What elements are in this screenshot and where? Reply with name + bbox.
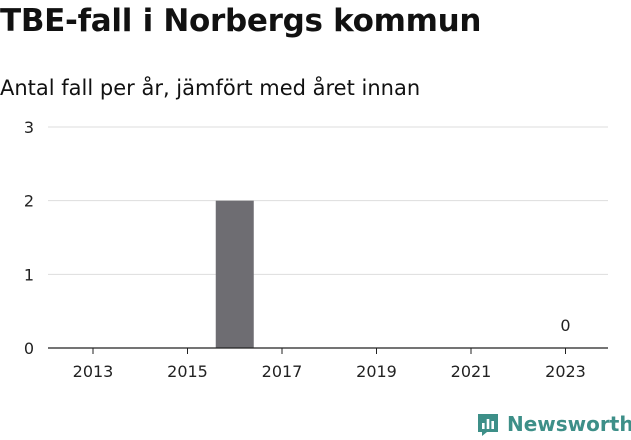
y-tick-label: 1	[24, 265, 34, 284]
x-tick-label: 2021	[451, 362, 492, 381]
x-tick-label: 2017	[262, 362, 303, 381]
chart-subtitle: Antal fall per år, jämfört med året inna…	[0, 76, 421, 100]
x-tick-label: 2015	[167, 362, 208, 381]
y-tick-label: 3	[24, 118, 34, 137]
x-tick-label: 2023	[545, 362, 586, 381]
bar-chart: 0 1 2 3 2013 2015 2017 2019 2021 2023 0	[24, 118, 608, 381]
newsworthy-logo: Newsworthy	[476, 408, 631, 440]
brand-name: Newsworthy	[507, 412, 631, 436]
y-tick-label: 2	[24, 192, 34, 211]
x-tick-label: 2013	[73, 362, 114, 381]
x-tick-label: 2019	[356, 362, 397, 381]
newsworthy-logo-icon	[478, 414, 498, 436]
chart-title: TBE-fall i Norbergs kommun	[0, 3, 482, 39]
y-tick-label: 0	[24, 339, 34, 358]
data-label: 0	[560, 316, 570, 335]
bar	[215, 200, 254, 348]
